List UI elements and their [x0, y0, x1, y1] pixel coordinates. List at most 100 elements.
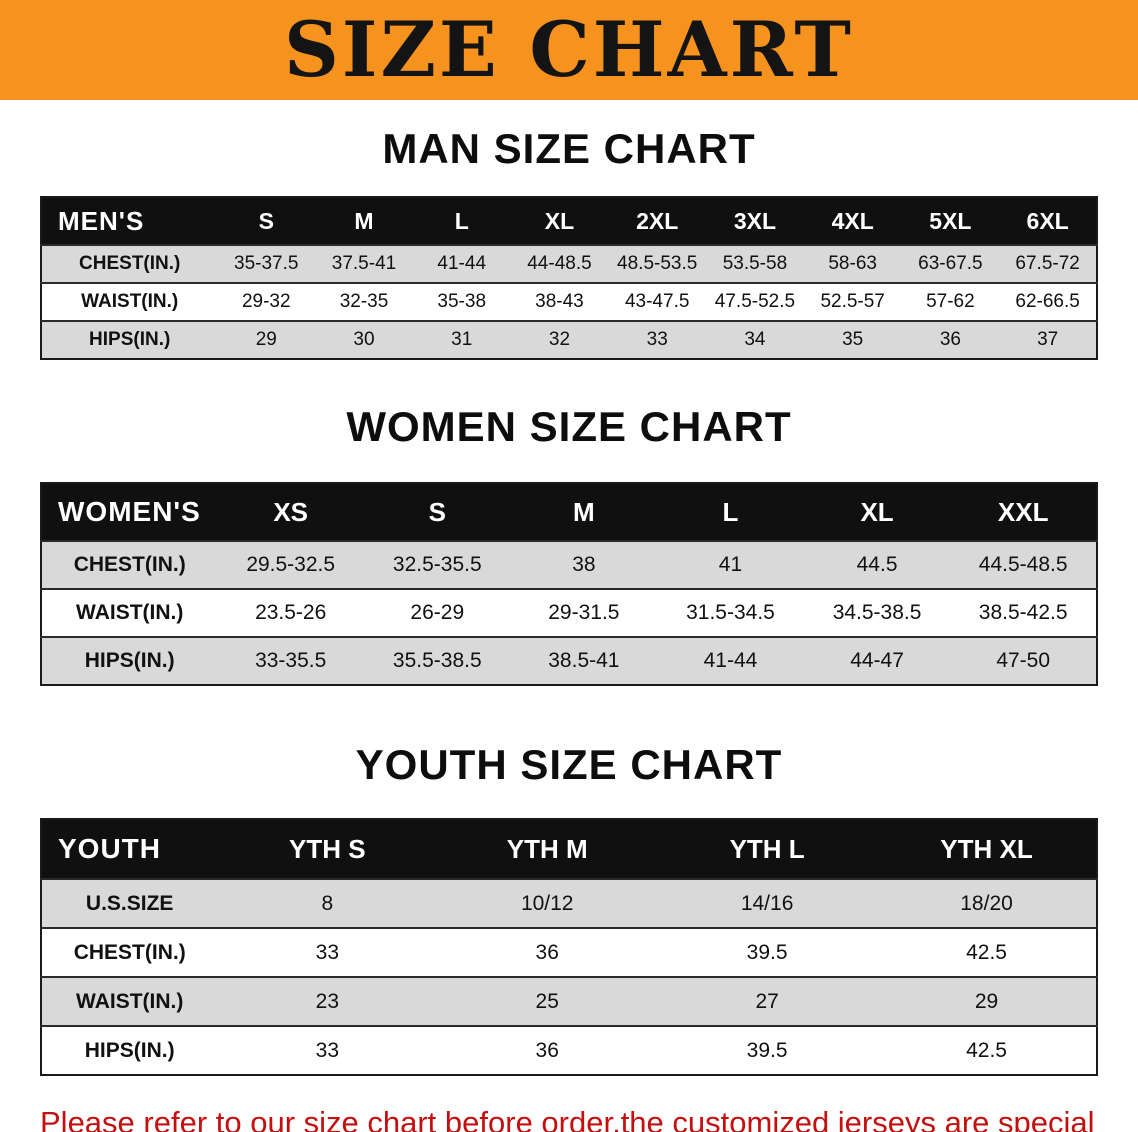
size-cell: 10/12 — [437, 878, 658, 928]
women-section-heading: WOMEN SIZE CHART — [346, 403, 792, 450]
size-cell: 29 — [217, 320, 316, 359]
size-cell: 36 — [437, 927, 658, 977]
table-header-label: WOMEN'S — [41, 483, 218, 541]
size-cell: 48.5-53.5 — [608, 244, 707, 283]
size-cell: 44-48.5 — [510, 244, 609, 283]
table-row: WAIST(IN.) 23.5-26 26-29 29-31.5 31.5-34.5 34… — [41, 588, 1097, 637]
row-label: WAIST(IN.) — [41, 976, 218, 1026]
table-row: CHEST(IN.) 29.5-32.5 32.5-35.5 38 41 44.5 44.5… — [41, 540, 1097, 589]
row-label: HIPS(IN.) — [41, 1025, 218, 1075]
table-row: WAIST(IN.) 23 25 27 29 — [41, 976, 1097, 1026]
row-label: U.S.SIZE — [41, 878, 218, 928]
size-cell: 33 — [217, 1025, 438, 1075]
size-cell: 67.5-72 — [999, 244, 1097, 283]
table-row: HIPS(IN.) 33 36 39.5 42.5 — [41, 1025, 1097, 1075]
size-cell: 38.5-41 — [510, 636, 658, 685]
size-cell: 44.5-48.5 — [950, 540, 1097, 589]
size-cell: 47.5-52.5 — [706, 282, 804, 321]
size-cell: 39.5 — [657, 1025, 878, 1075]
size-cell: 29-32 — [217, 282, 316, 321]
size-cell: 33 — [217, 927, 438, 977]
size-cell: 31 — [412, 320, 511, 359]
size-column-header: YTH XL — [877, 819, 1097, 879]
size-column-header: XS — [217, 483, 364, 541]
size-column-header: L — [412, 197, 511, 245]
men-section-heading: MAN SIZE CHART — [382, 125, 756, 172]
size-cell: 62-66.5 — [999, 282, 1097, 321]
table-header-row: MEN'S S M L XL 2XL 3XL 4XL 5XL 6XL — [41, 197, 1097, 245]
size-cell: 57-62 — [901, 282, 1000, 321]
size-cell: 33 — [608, 320, 707, 359]
size-cell: 35 — [803, 320, 902, 359]
size-cell: 26-29 — [363, 588, 511, 637]
size-column-header: XL — [803, 483, 951, 541]
order-notice-line1: Please refer to our size chart before or… — [40, 1105, 1095, 1132]
size-cell: 14/16 — [657, 878, 878, 928]
table-header-row: WOMEN'S XS S M L XL XXL — [41, 483, 1097, 541]
row-label: CHEST(IN.) — [41, 927, 218, 977]
size-cell: 30 — [315, 320, 413, 359]
size-cell: 39.5 — [657, 927, 878, 977]
size-column-header: 3XL — [706, 197, 804, 245]
size-cell: 41-44 — [657, 636, 804, 685]
table-row: U.S.SIZE 8 10/12 14/16 18/20 — [41, 878, 1097, 928]
size-column-header: 2XL — [608, 197, 707, 245]
size-cell: 47-50 — [950, 636, 1097, 685]
size-cell: 35.5-38.5 — [363, 636, 511, 685]
table-header-label: MEN'S — [41, 197, 218, 245]
men-size-table: MEN'S S M L XL 2XL 3XL 4XL 5XL 6XL CHEST(IN.) 35-37… — [40, 196, 1098, 360]
size-cell: 44-47 — [803, 636, 951, 685]
size-cell: 36 — [901, 320, 1000, 359]
size-cell: 29-31.5 — [510, 588, 658, 637]
table-row: CHEST(IN.) 35-37.5 37.5-41 41-44 44-48.5 48.5… — [41, 244, 1097, 283]
size-cell: 23 — [217, 976, 438, 1026]
size-cell: 32-35 — [315, 282, 413, 321]
size-cell: 37.5-41 — [315, 244, 413, 283]
size-column-header: XXL — [950, 483, 1097, 541]
size-cell: 41 — [657, 540, 804, 589]
table-row: HIPS(IN.) 33-35.5 35.5-38.5 38.5-41 41-44 44-… — [41, 636, 1097, 685]
size-column-header: L — [657, 483, 804, 541]
size-cell: 18/20 — [877, 878, 1097, 928]
size-cell: 34.5-38.5 — [803, 588, 951, 637]
size-cell: 27 — [657, 976, 878, 1026]
size-column-header: M — [315, 197, 413, 245]
size-column-header: YTH S — [217, 819, 438, 879]
size-column-header: XL — [510, 197, 609, 245]
size-cell: 63-67.5 — [901, 244, 1000, 283]
size-cell: 38 — [510, 540, 658, 589]
size-cell: 33-35.5 — [217, 636, 364, 685]
size-column-header: 4XL — [803, 197, 902, 245]
row-label: WAIST(IN.) — [41, 282, 218, 321]
page-title: SIZE CHART — [284, 5, 854, 94]
size-column-header: S — [217, 197, 316, 245]
size-cell: 32 — [510, 320, 609, 359]
size-column-header: S — [363, 483, 511, 541]
size-column-header: YTH L — [657, 819, 878, 879]
table-row: HIPS(IN.) 29 30 31 32 33 34 35 36 37 — [41, 320, 1097, 359]
size-cell: 29 — [877, 976, 1097, 1026]
row-label: HIPS(IN.) — [41, 636, 218, 685]
table-header-label: YOUTH — [41, 819, 218, 879]
size-cell: 35-38 — [412, 282, 511, 321]
size-column-header: 5XL — [901, 197, 1000, 245]
size-cell: 37 — [999, 320, 1097, 359]
order-notice: Please refer to our size chart before or… — [40, 1102, 1120, 1132]
women-size-table: WOMEN'S XS S M L XL XXL CHEST(IN.) 29.5-32.5 32.5… — [40, 482, 1098, 686]
size-column-header: YTH M — [437, 819, 658, 879]
size-cell: 31.5-34.5 — [657, 588, 804, 637]
size-cell: 42.5 — [877, 927, 1097, 977]
table-header-row: YOUTH YTH S YTH M YTH L YTH XL — [41, 819, 1097, 879]
size-cell: 38-43 — [510, 282, 609, 321]
size-cell: 36 — [437, 1025, 658, 1075]
size-cell: 42.5 — [877, 1025, 1097, 1075]
banner: SIZE CHART — [0, 0, 1138, 100]
size-cell: 43-47.5 — [608, 282, 707, 321]
row-label: CHEST(IN.) — [41, 540, 218, 589]
women-size-table-grid: WOMEN'S XS S M L XL XXL CHEST(IN.) 29.5-32.5 32.5… — [40, 482, 1098, 686]
row-label: HIPS(IN.) — [41, 320, 218, 359]
row-label: WAIST(IN.) — [41, 588, 218, 637]
size-cell: 29.5-32.5 — [217, 540, 364, 589]
youth-size-table: YOUTH YTH S YTH M YTH L YTH XL U.S.SIZE 8 10/12… — [40, 818, 1098, 1076]
